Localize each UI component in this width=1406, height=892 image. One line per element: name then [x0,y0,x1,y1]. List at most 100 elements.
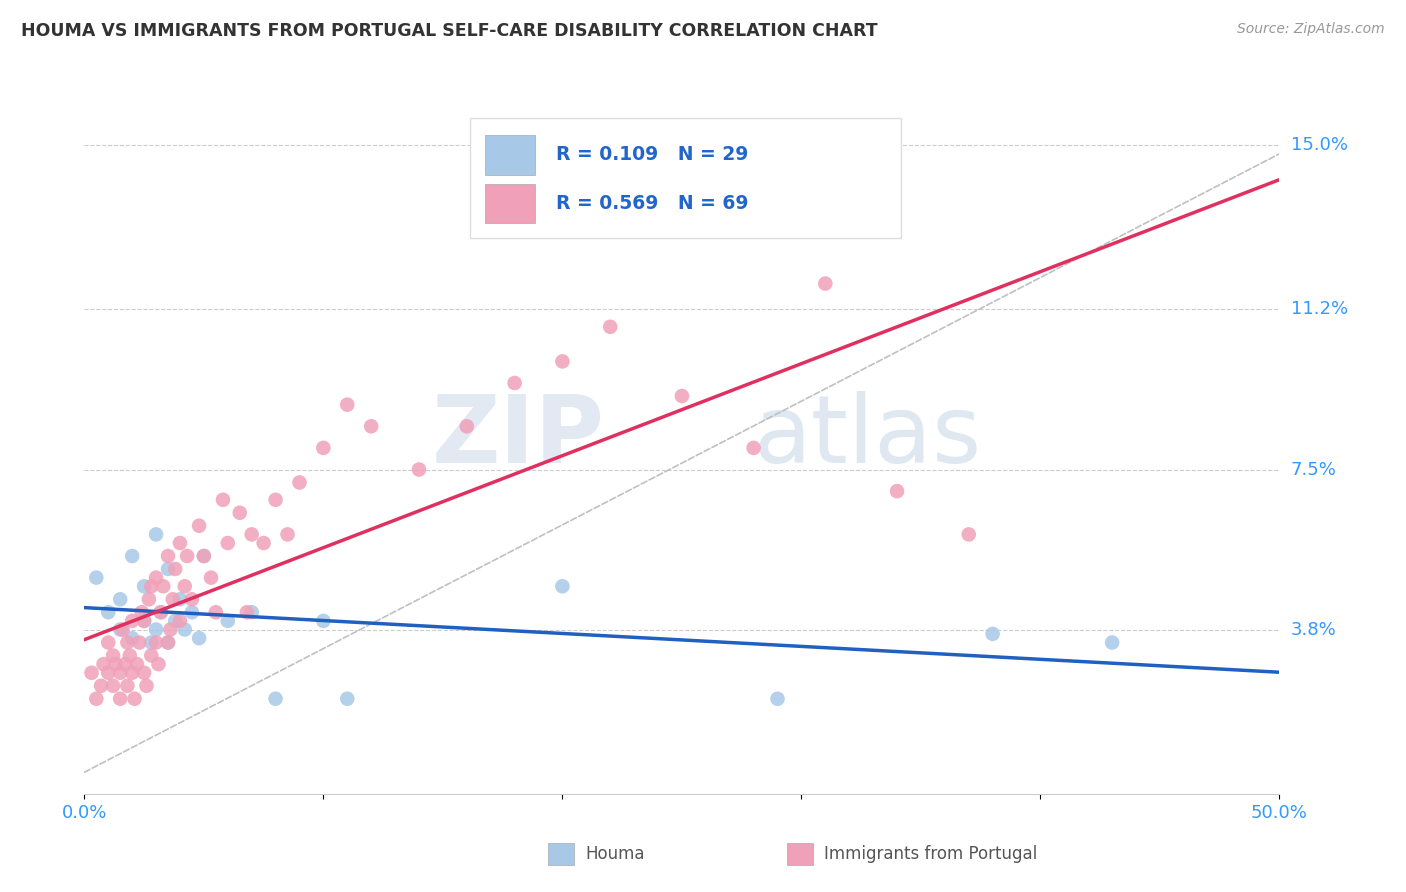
Point [131,605,153,619]
Point [169,614,191,628]
Point [148,657,170,672]
Point [599,319,621,334]
Point [336,398,359,412]
Point [111,623,134,637]
Text: 15.0%: 15.0% [1291,136,1347,154]
Point [957,527,980,541]
Point [86,571,108,585]
Point [181,605,204,619]
Point [1101,635,1123,649]
Point [205,605,228,619]
Point [135,679,157,693]
Point [157,549,180,563]
Point [229,506,252,520]
FancyBboxPatch shape [471,118,901,238]
Point [264,691,287,706]
Point [110,623,132,637]
Point [141,635,163,649]
Point [551,579,574,593]
Point [145,527,167,541]
Point [149,605,172,619]
Text: HOUMA VS IMMIGRANTS FROM PORTUGAL SELF-CARE DISABILITY CORRELATION CHART: HOUMA VS IMMIGRANTS FROM PORTUGAL SELF-C… [21,22,877,40]
Point [288,475,311,490]
Point [125,657,148,672]
Point [814,277,837,291]
Point [157,562,180,576]
Point [551,354,574,368]
Point [97,665,120,680]
Point [118,648,141,663]
Text: ZIP: ZIP [432,391,605,483]
Point [240,527,263,541]
Point [193,549,215,563]
Point [503,376,526,390]
Point [138,592,160,607]
Text: R = 0.109   N = 29: R = 0.109 N = 29 [557,145,749,164]
Text: Houma: Houma [585,845,644,863]
Point [173,623,195,637]
Point [312,614,335,628]
Text: 11.2%: 11.2% [1291,301,1348,318]
Point [152,579,174,593]
Point [157,635,180,649]
Text: Source: ZipAtlas.com: Source: ZipAtlas.com [1237,22,1385,37]
Text: 7.5%: 7.5% [1291,460,1337,478]
Point [157,635,180,649]
Point [93,657,115,672]
Point [277,527,299,541]
Point [90,679,112,693]
Point [176,549,198,563]
Point [141,579,163,593]
Point [312,441,335,455]
Point [110,691,132,706]
FancyBboxPatch shape [485,184,534,223]
Point [145,635,167,649]
Point [165,614,187,628]
Point [165,562,187,576]
Point [217,536,239,550]
Point [336,691,359,706]
Point [456,419,478,434]
Point [121,665,143,680]
Point [253,536,276,550]
Point [212,492,235,507]
Point [101,648,124,663]
Point [173,579,195,593]
Point [97,635,120,649]
Point [145,623,167,637]
Point [671,389,693,403]
Point [149,605,172,619]
Text: 3.8%: 3.8% [1291,621,1336,639]
Point [104,657,127,672]
Point [124,691,146,706]
Point [101,679,124,693]
Point [86,691,108,706]
Point [117,635,139,649]
Point [240,605,263,619]
Point [121,614,143,628]
Point [360,419,382,434]
Point [766,691,789,706]
Point [145,571,167,585]
Point [110,665,132,680]
FancyBboxPatch shape [485,136,534,175]
Point [217,614,239,628]
Text: atlas: atlas [754,391,981,483]
Point [159,623,181,637]
Point [162,592,184,607]
Point [169,592,191,607]
Text: R = 0.569   N = 69: R = 0.569 N = 69 [557,194,749,213]
Point [80,665,103,680]
Point [110,592,132,607]
Point [128,635,150,649]
Point [132,614,156,628]
Point [181,592,204,607]
Point [236,605,259,619]
Point [117,679,139,693]
Point [264,492,287,507]
Point [141,648,163,663]
Point [114,657,136,672]
Point [121,631,143,645]
Text: Immigrants from Portugal: Immigrants from Portugal [824,845,1038,863]
Point [742,441,765,455]
